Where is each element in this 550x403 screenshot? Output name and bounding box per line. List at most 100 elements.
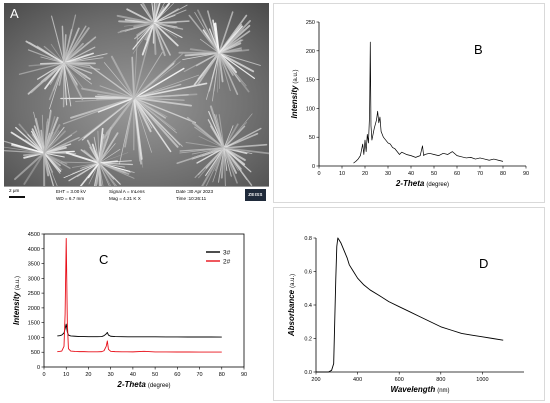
- sem-needle: [63, 14, 77, 64]
- sem-needle: [133, 53, 183, 99]
- sem-needle: [217, 52, 220, 93]
- sem-needle: [63, 62, 78, 85]
- sem-needle: [23, 152, 45, 185]
- sem-needle: [223, 125, 234, 149]
- sem-needle: [133, 93, 198, 99]
- eht-readout: EHT = 3.00 kV: [56, 189, 86, 194]
- sem-needle: [63, 36, 97, 64]
- sem-needle: [98, 162, 130, 175]
- sem-needle: [63, 34, 67, 64]
- sem-needle: [153, 22, 183, 39]
- sem-needle: [208, 28, 220, 54]
- x-axis-label: 2-Theta (degree): [395, 179, 449, 188]
- sem-needle: [211, 52, 220, 102]
- panel-letter-c: C: [99, 252, 109, 267]
- y-tick-label: 0.4: [304, 303, 312, 309]
- sem-needle: [153, 22, 184, 30]
- sem-needle: [97, 94, 135, 99]
- sem-needle: [116, 14, 155, 24]
- y-tick-label: 4500: [28, 232, 40, 238]
- chart-c-svg: 0 10 20 30 40 50 60 70 80 90 0 500 1000 1500 2000 2500 3…: [12, 232, 247, 389]
- sem-needle: [88, 162, 100, 185]
- sem-needle: [133, 51, 163, 99]
- sem-needle: [153, 9, 187, 24]
- sem-needle: [133, 22, 155, 28]
- sem-needle: [176, 147, 225, 165]
- x-tick-label: 30: [108, 372, 114, 378]
- y-tick-label: 0.0: [304, 370, 312, 376]
- x-tick-label: 40: [408, 171, 414, 177]
- sem-needle: [133, 82, 208, 99]
- panel-letter-b: B: [474, 42, 483, 57]
- x-tick-label: 80: [500, 171, 506, 177]
- sem-needle: [63, 25, 87, 64]
- sem-needle: [93, 162, 100, 186]
- sem-needle: [132, 22, 155, 50]
- sem-needle: [133, 97, 197, 124]
- scale-label: 2 μm: [9, 188, 20, 193]
- sem-needle: [63, 62, 68, 106]
- sem-needle: [133, 67, 185, 99]
- x-tick-label: 90: [241, 372, 247, 378]
- sem-needle: [197, 147, 225, 176]
- x-axis-label: Wavelength (nm): [390, 385, 449, 394]
- sem-needle: [23, 152, 45, 157]
- sem-needle: [33, 111, 45, 154]
- x-tick-label: 10: [339, 171, 345, 177]
- sem-needle: [18, 62, 65, 75]
- sem-needle: [133, 97, 179, 148]
- sem-needle: [43, 131, 54, 154]
- sem-needle: [213, 22, 220, 54]
- sem-needle: [223, 147, 238, 184]
- sem-needle: [223, 125, 246, 149]
- absorbance-chart-d: 200 400 600 800 1000 0.0 0.2 0.4 0.6 0.8 Wavelengt…: [273, 207, 545, 401]
- x-tick-label: 60: [454, 171, 460, 177]
- sem-needle: [186, 116, 225, 149]
- sem-needle: [223, 147, 269, 155]
- y-tick-label: 3000: [28, 276, 40, 282]
- panel-letter-a: A: [10, 6, 19, 21]
- sem-needle: [153, 22, 157, 56]
- sem-needle: [10, 131, 45, 154]
- sem-needle: [133, 97, 172, 153]
- sem-needle: [63, 52, 94, 64]
- sem-needle: [60, 161, 100, 164]
- sem-needle: [63, 27, 80, 64]
- sem-needle: [43, 130, 78, 154]
- sem-needle: [4, 149, 45, 154]
- series-line-3: [57, 323, 222, 338]
- sem-needle: [133, 61, 181, 99]
- y-tick-label: 1000: [28, 335, 40, 341]
- sem-needle: [63, 62, 93, 74]
- sem-needle: [43, 152, 62, 172]
- sem-needle: [223, 147, 246, 166]
- sem-needle: [98, 162, 117, 186]
- sem-needle: [185, 141, 225, 149]
- sem-needle: [98, 132, 119, 164]
- sem-needle: [198, 135, 225, 149]
- sem-needle: [25, 40, 65, 64]
- sem-needle: [214, 147, 225, 172]
- x-tick-label: 0: [42, 372, 45, 378]
- sem-needle: [218, 47, 242, 54]
- x-tick-label: 70: [477, 171, 483, 177]
- plot-frame: [43, 233, 245, 368]
- legend-label: 3#: [223, 250, 231, 257]
- panel-letter-d: D: [479, 256, 489, 271]
- y-tick-label: 0: [312, 164, 315, 170]
- x-tick-label: 0: [317, 171, 320, 177]
- signal-readout: Signal A = InLens: [109, 189, 145, 194]
- sem-needle: [153, 3, 156, 24]
- sem-needle: [218, 52, 241, 83]
- sem-needle: [218, 52, 239, 95]
- sem-needle: [153, 4, 188, 24]
- legend-label: 2#: [223, 259, 231, 266]
- y-tick-label: 0: [37, 365, 40, 371]
- sem-data-bar: 2 μm EHT = 3.00 kV WD = 6.7 mm Signal A …: [4, 186, 269, 204]
- sem-needle: [103, 62, 135, 99]
- xrd-chart-c: 0 10 20 30 40 50 60 70 80 90 0 500 1000 1500 2000 2500 3…: [4, 207, 269, 401]
- sem-needle: [223, 143, 268, 149]
- sem-needle: [218, 52, 224, 83]
- sem-needle: [110, 55, 135, 99]
- sem-needle: [199, 38, 220, 54]
